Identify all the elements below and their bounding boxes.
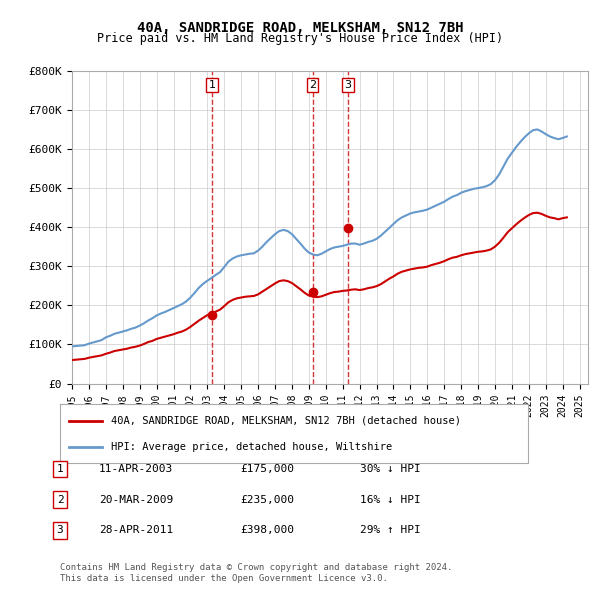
Text: 11-APR-2003: 11-APR-2003 <box>99 464 173 474</box>
Text: Contains HM Land Registry data © Crown copyright and database right 2024.: Contains HM Land Registry data © Crown c… <box>60 563 452 572</box>
Text: £175,000: £175,000 <box>240 464 294 474</box>
Text: 29% ↑ HPI: 29% ↑ HPI <box>360 526 421 535</box>
Text: 3: 3 <box>56 526 64 535</box>
Text: Price paid vs. HM Land Registry's House Price Index (HPI): Price paid vs. HM Land Registry's House … <box>97 32 503 45</box>
Text: £235,000: £235,000 <box>240 495 294 504</box>
Text: 40A, SANDRIDGE ROAD, MELKSHAM, SN12 7BH: 40A, SANDRIDGE ROAD, MELKSHAM, SN12 7BH <box>137 21 463 35</box>
Text: 3: 3 <box>344 80 352 90</box>
Text: 2: 2 <box>309 80 316 90</box>
Text: 28-APR-2011: 28-APR-2011 <box>99 526 173 535</box>
Text: 16% ↓ HPI: 16% ↓ HPI <box>360 495 421 504</box>
Text: HPI: Average price, detached house, Wiltshire: HPI: Average price, detached house, Wilt… <box>112 442 393 451</box>
Text: 20-MAR-2009: 20-MAR-2009 <box>99 495 173 504</box>
Text: 2: 2 <box>56 495 64 504</box>
Text: 40A, SANDRIDGE ROAD, MELKSHAM, SN12 7BH (detached house): 40A, SANDRIDGE ROAD, MELKSHAM, SN12 7BH … <box>112 416 461 425</box>
Text: 1: 1 <box>209 80 215 90</box>
Text: 1: 1 <box>56 464 64 474</box>
Text: £398,000: £398,000 <box>240 526 294 535</box>
Text: 30% ↓ HPI: 30% ↓ HPI <box>360 464 421 474</box>
Text: This data is licensed under the Open Government Licence v3.0.: This data is licensed under the Open Gov… <box>60 574 388 583</box>
